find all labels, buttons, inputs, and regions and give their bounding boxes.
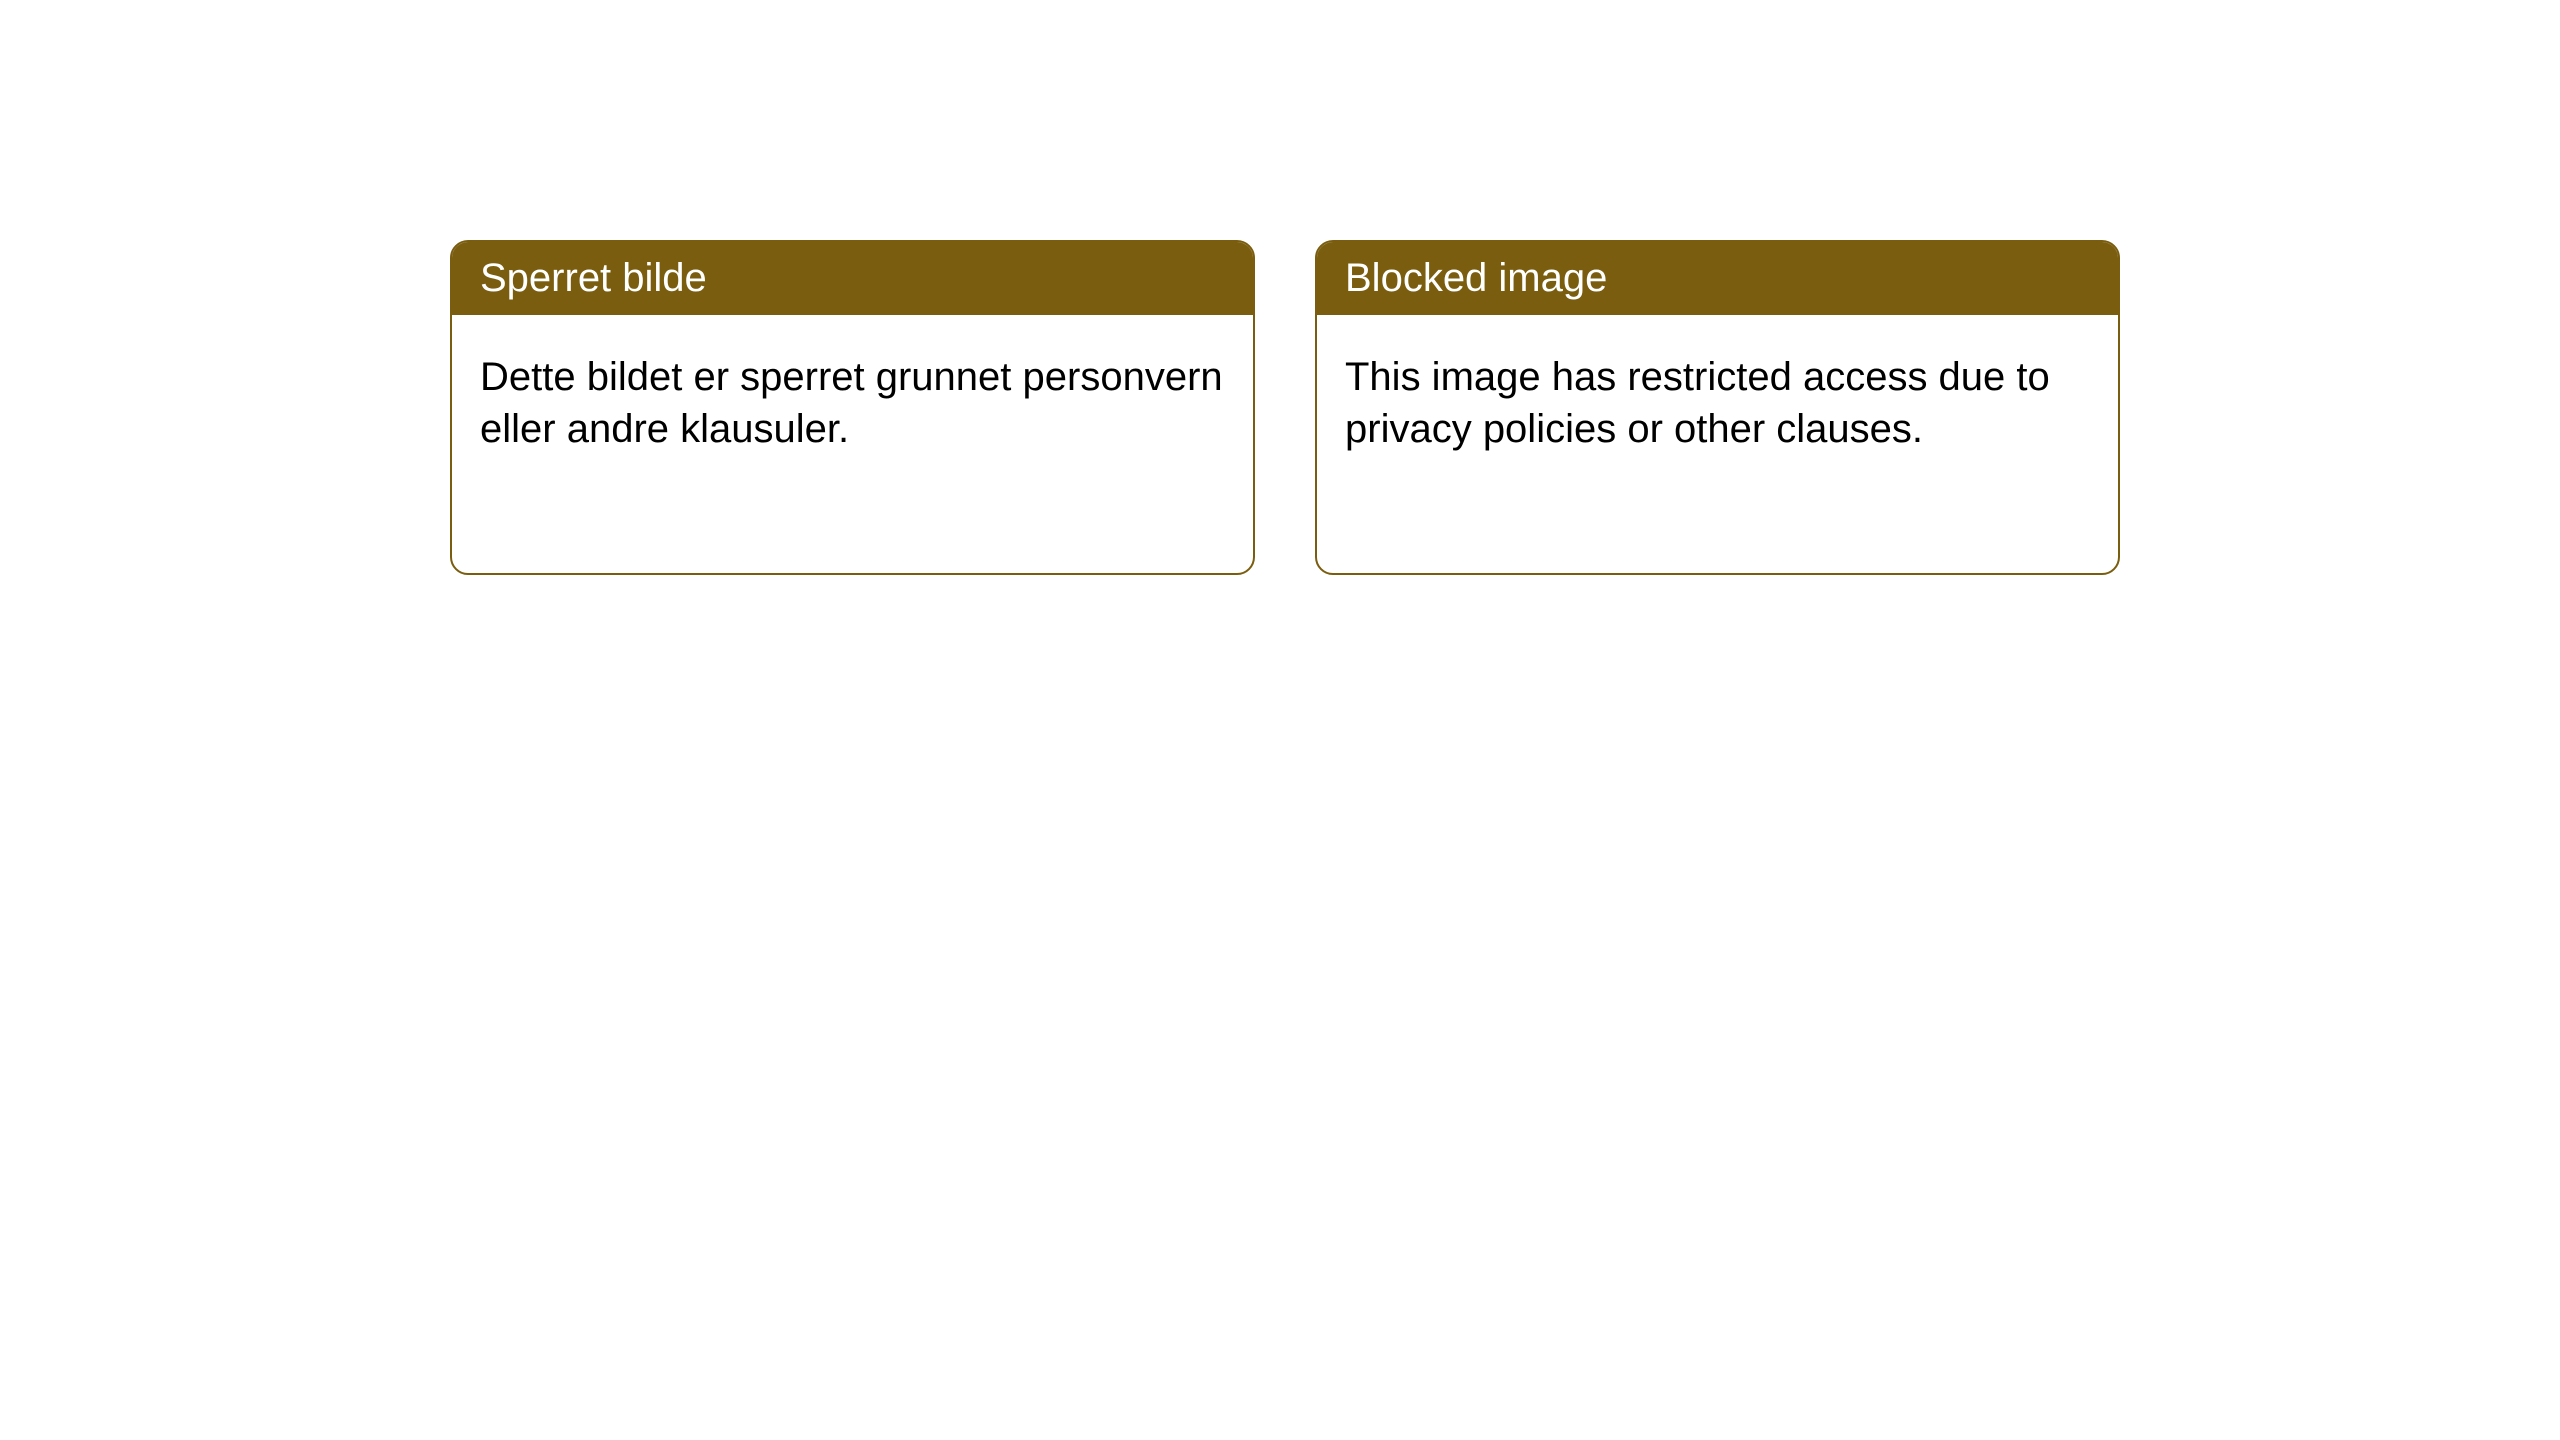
notice-cards-container: Sperret bilde Dette bildet er sperret gr… <box>450 240 2120 575</box>
card-body-norwegian: Dette bildet er sperret grunnet personve… <box>452 315 1253 491</box>
card-header-norwegian: Sperret bilde <box>452 242 1253 315</box>
notice-card-english: Blocked image This image has restricted … <box>1315 240 2120 575</box>
notice-card-norwegian: Sperret bilde Dette bildet er sperret gr… <box>450 240 1255 575</box>
card-header-english: Blocked image <box>1317 242 2118 315</box>
card-body-english: This image has restricted access due to … <box>1317 315 2118 491</box>
